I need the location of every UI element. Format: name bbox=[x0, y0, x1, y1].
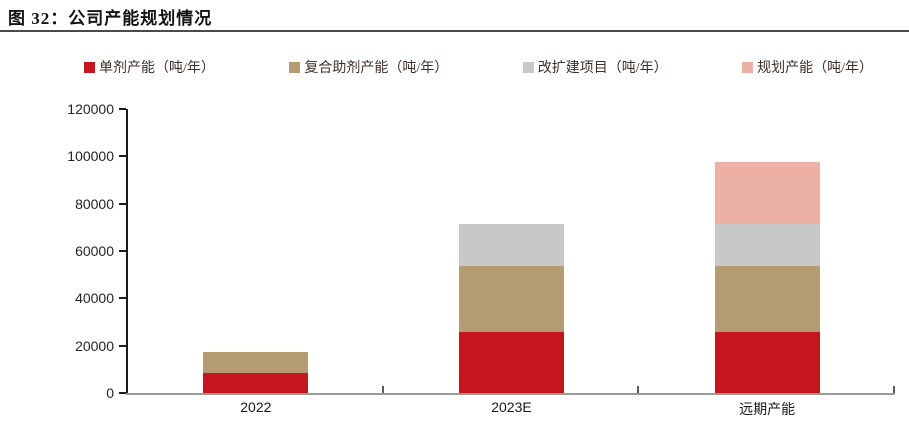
y-tick bbox=[119, 392, 126, 394]
legend-label: 单剂产能（吨/年） bbox=[99, 61, 215, 76]
legend-label: 规划产能（吨/年） bbox=[757, 61, 873, 76]
legend-swatch-icon bbox=[84, 61, 95, 73]
x-axis-line bbox=[126, 393, 895, 395]
y-tick bbox=[119, 297, 126, 300]
figure-title: 图 32：公司产能规划情况 bbox=[8, 9, 213, 28]
bar-segment bbox=[714, 266, 820, 333]
bar-segment bbox=[714, 223, 820, 267]
legend-item: 单剂产能（吨/年） bbox=[84, 57, 215, 77]
legend-item: 改扩建项目（吨/年） bbox=[522, 57, 668, 77]
y-axis-line bbox=[126, 109, 128, 395]
y-tick bbox=[119, 344, 126, 347]
legend-label: 改扩建项目（吨/年） bbox=[537, 61, 668, 76]
legend-item: 复合助剂产能（吨/年） bbox=[289, 57, 448, 77]
bar-segment bbox=[459, 266, 564, 333]
bar-segment bbox=[459, 332, 564, 393]
y-tick-label: 40000 bbox=[75, 290, 114, 307]
x-axis-label: 远期产能 bbox=[739, 403, 796, 418]
x-axis-label: 2023E bbox=[491, 399, 532, 415]
y-tick-label: 60000 bbox=[75, 243, 114, 259]
y-tick-label: 0 bbox=[106, 385, 114, 401]
y-tick bbox=[119, 202, 126, 205]
legend-swatch-icon bbox=[522, 61, 534, 73]
y-tick-label: 120000 bbox=[67, 101, 114, 117]
y-tick bbox=[119, 108, 126, 110]
legend: 单剂产能（吨/年） 复合助剂产能（吨/年） 改扩建项目（吨/年） 规划产能（吨/… bbox=[84, 57, 873, 77]
x-axis-label: 2022 bbox=[240, 399, 272, 415]
legend-swatch-icon bbox=[289, 61, 301, 73]
y-tick-label: 100000 bbox=[67, 148, 114, 165]
x-tick bbox=[637, 386, 640, 393]
title-rule bbox=[0, 30, 909, 32]
bar-segment bbox=[203, 351, 309, 373]
legend-label: 复合助剂产能（吨/年） bbox=[304, 61, 449, 76]
bar-segment bbox=[459, 223, 564, 267]
x-tick bbox=[893, 386, 895, 393]
x-tick bbox=[381, 386, 384, 393]
y-tick bbox=[119, 155, 126, 158]
bar-segment bbox=[714, 332, 820, 393]
y-tick-label: 20000 bbox=[75, 337, 114, 354]
y-tick bbox=[119, 250, 126, 252]
legend-swatch-icon bbox=[742, 61, 754, 73]
y-tick-label: 80000 bbox=[75, 195, 114, 212]
bar-segment bbox=[714, 162, 820, 224]
bar-segment bbox=[203, 372, 309, 393]
legend-item: 规划产能（吨/年） bbox=[742, 57, 873, 77]
